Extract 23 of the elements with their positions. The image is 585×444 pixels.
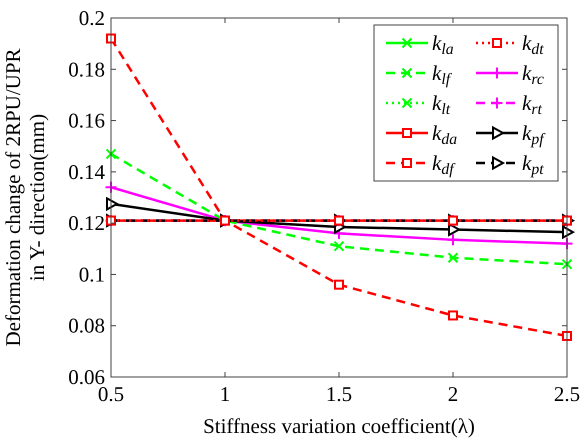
legend-label: k$_{dt}$ [522,31,544,58]
legend-label: k$_{pt}$ [522,151,544,178]
legend-label: k$_{la}$ [432,31,454,58]
legend-label: k$_{pf}$ [522,121,546,148]
y-tick-label: 0.16 [68,108,105,133]
x-tick-label: 2.5 [554,382,580,406]
legend-label: k$_{lt}$ [432,91,451,118]
y-tick-label: 0.2 [78,6,105,30]
y-tick-label: 0.12 [68,211,105,236]
y-tick-label: 0.08 [68,314,105,338]
y-tick-label: 0.1 [78,262,105,286]
legend-label: k$_{lf}$ [432,61,453,88]
legend-label: k$_{rt}$ [522,91,542,118]
y-tick-label: 0.14 [68,160,106,184]
legend-label: k$_{df}$ [432,151,456,178]
x-tick-label: 1.5 [326,382,352,406]
y-tick-label: 0.18 [68,57,105,82]
legend-label: k$_{da}$ [432,121,458,148]
y-axis-title: Deformation change of 2RPU/UPR in Y- direction(mm) [1,48,49,347]
legend-label: k$_{rc}$ [522,61,544,88]
x-axis-title: Stiffness variation coefficient(λ) [203,414,475,438]
x-tick-label: 2 [448,382,458,406]
x-tick-label: 1 [220,382,230,406]
